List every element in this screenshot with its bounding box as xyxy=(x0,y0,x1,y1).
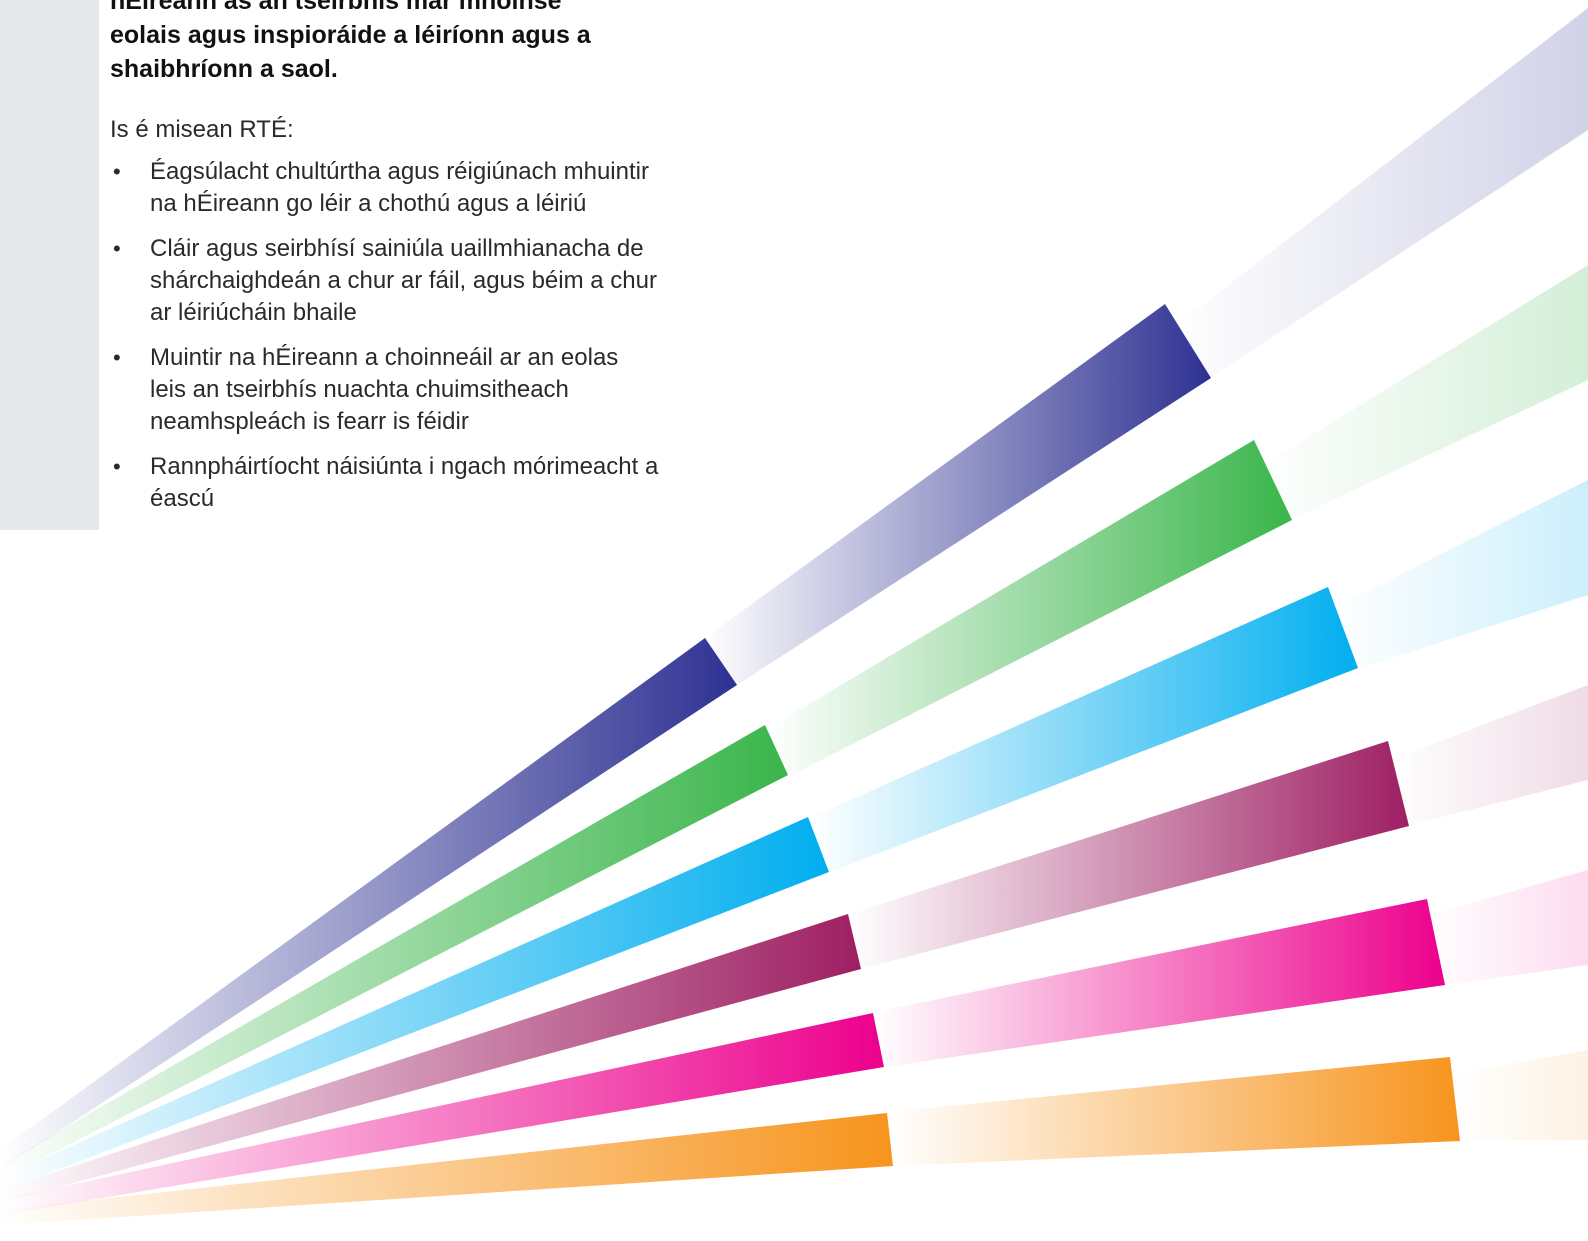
mission-item-line: éascú xyxy=(150,485,215,512)
side-panel xyxy=(0,0,99,530)
mission-item-line: ar léiriúcháin bhaile xyxy=(150,299,357,326)
mission-item-line: na hÉireann go léir a chothú agus a léir… xyxy=(150,190,587,217)
mission-item-line: neamhspleách is fearr is féidir xyxy=(150,408,469,435)
vision-line: shaibhríonn a saol. xyxy=(110,55,338,83)
mission-item-line: Muintir na hÉireann a choinneáil ar an e… xyxy=(150,344,619,371)
beam-mid-green xyxy=(770,440,1292,776)
beam-mid-pink xyxy=(875,899,1445,1067)
vision-line: eolais agus inspioráide a léiríonn agus … xyxy=(110,21,591,49)
beam-mid-purple xyxy=(705,304,1211,685)
mission-item-line: Éagsúlacht chultúrtha agus réigiúnach mh… xyxy=(150,158,649,185)
beam-far-maroon xyxy=(1390,685,1588,825)
beam-mid-blue xyxy=(810,587,1358,872)
beam-near-maroon xyxy=(0,914,861,1203)
beam-near-green xyxy=(0,725,788,1180)
beam-far-orange xyxy=(1450,1050,1588,1140)
beam-far-green xyxy=(1255,265,1588,520)
mission-item: • Rannpháirtíocht náisiúnta i ngach móri… xyxy=(110,451,750,515)
mission-text-block: hÉireann as an tseirbhís mar mhoinse eol… xyxy=(110,0,750,528)
mission-list: • Éagsúlacht chultúrtha agus réigiúnach … xyxy=(110,156,750,515)
mission-item-line: shárchaighdeán a chur ar fáil, agus béim… xyxy=(150,267,657,294)
beam-far-purple xyxy=(1170,8,1588,378)
mission-item: • Muintir na hÉireann a choinneáil ar an… xyxy=(110,342,750,438)
bullet-icon: • xyxy=(113,345,121,370)
beam-far-pink xyxy=(1428,870,1588,985)
mission-item: • Cláir agus seirbhísí sainiúla uaillmhi… xyxy=(110,233,750,329)
mission-item-line: Rannpháirtíocht náisiúnta i ngach mórime… xyxy=(150,453,659,480)
beam-far-blue xyxy=(1330,480,1588,668)
vision-line: hÉireann as an tseirbhís mar mhoinse xyxy=(110,0,562,15)
bullet-icon: • xyxy=(113,159,121,184)
beam-near-blue xyxy=(0,817,829,1192)
bullet-icon: • xyxy=(113,236,121,261)
beam-mid-maroon xyxy=(850,741,1409,969)
mission-item-line: Cláir agus seirbhísí sainiúla uaillmhian… xyxy=(150,235,644,262)
mission-item: • Éagsúlacht chultúrtha agus réigiúnach … xyxy=(110,156,750,220)
mission-item-line: leis an tseirbhís nuachta chuimsitheach xyxy=(150,376,569,403)
beam-near-orange xyxy=(0,1113,893,1225)
vision-statement: hÉireann as an tseirbhís mar mhoinse eol… xyxy=(110,0,750,86)
bullet-icon: • xyxy=(113,454,121,479)
beam-near-purple xyxy=(0,638,737,1170)
beam-near-pink xyxy=(0,1013,884,1215)
beam-mid-orange xyxy=(888,1057,1460,1166)
mission-intro: Is é misean RTÉ: xyxy=(110,116,294,143)
